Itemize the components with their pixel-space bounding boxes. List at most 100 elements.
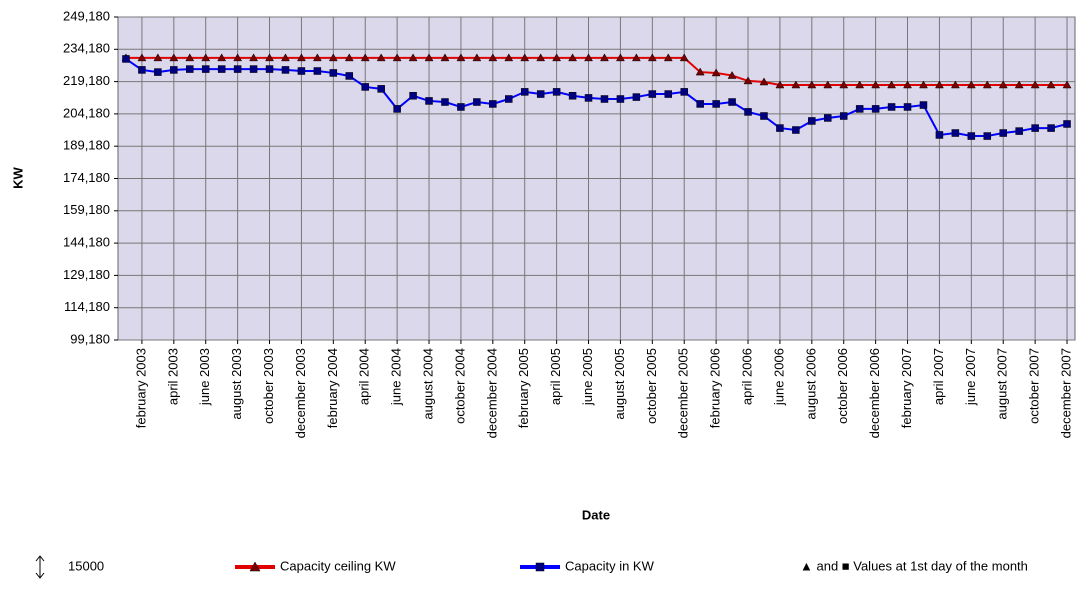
marker	[409, 92, 417, 100]
x-tick-label: april 2003	[165, 348, 180, 405]
marker	[138, 66, 146, 74]
marker	[153, 53, 163, 62]
marker	[648, 90, 657, 98]
y-tick-label: 99,180	[70, 331, 110, 346]
marker	[520, 88, 529, 96]
marker	[170, 66, 178, 74]
marker	[408, 53, 418, 62]
legend-marker	[535, 562, 545, 572]
marker	[695, 67, 705, 76]
marker	[712, 100, 720, 108]
marker	[520, 53, 530, 62]
marker	[632, 93, 641, 101]
x-tick-label: february 2003	[133, 348, 148, 428]
marker	[1014, 80, 1024, 89]
y-tick-label: 204,180	[63, 105, 110, 120]
marker	[312, 53, 322, 62]
y-tick-label: 219,180	[63, 73, 110, 88]
marker	[824, 114, 832, 122]
marker	[552, 53, 562, 62]
marker	[122, 55, 130, 63]
marker	[265, 53, 274, 62]
x-tick-label: october 2004	[452, 348, 467, 424]
x-tick-label: october 2007	[1027, 348, 1042, 424]
marker	[711, 68, 721, 77]
marker	[950, 80, 960, 89]
marker	[1063, 120, 1071, 128]
marker	[137, 53, 147, 62]
marker	[281, 53, 290, 62]
marker	[887, 103, 896, 111]
marker	[1015, 127, 1023, 135]
marker	[233, 53, 243, 62]
marker	[983, 132, 992, 140]
marker	[169, 53, 179, 62]
marker	[440, 53, 450, 62]
marker	[377, 85, 385, 93]
x-tick-label: february 2005	[516, 348, 531, 428]
marker	[982, 80, 992, 89]
marker	[839, 80, 849, 89]
marker	[934, 80, 944, 89]
marker	[328, 53, 338, 62]
x-tick-label: december 2003	[293, 348, 308, 438]
marker	[552, 88, 561, 96]
marker	[1062, 80, 1072, 89]
marker	[568, 92, 577, 100]
marker	[505, 95, 513, 103]
marker	[217, 53, 227, 62]
marker	[489, 100, 497, 108]
y-tick-label: 114,180	[64, 299, 110, 314]
y-tick-label: 234,180	[63, 41, 110, 56]
scale-icon	[35, 555, 45, 579]
marker	[1047, 124, 1055, 132]
marker	[1030, 80, 1040, 89]
legend-scale-note: 15000	[68, 558, 104, 573]
marker	[600, 53, 609, 62]
legend-marker	[249, 561, 261, 572]
marker	[680, 88, 688, 96]
y-tick-label: 129,180	[63, 267, 110, 282]
marker	[775, 80, 785, 89]
marker	[791, 80, 801, 89]
marker	[504, 53, 514, 62]
x-tick-label: june 2006	[771, 348, 786, 406]
marker	[999, 129, 1007, 137]
marker	[855, 105, 864, 113]
marker	[998, 80, 1008, 89]
x-tick-label: june 2003	[197, 348, 212, 406]
x-tick-label: december 2007	[1058, 348, 1073, 438]
x-tick-label: october 2005	[644, 348, 659, 424]
x-tick-label: december 2004	[484, 348, 499, 438]
x-tick-label: february 2007	[899, 348, 914, 428]
marker	[966, 80, 976, 89]
marker	[744, 108, 752, 116]
marker	[839, 112, 848, 120]
marker	[297, 67, 306, 75]
marker	[584, 53, 593, 62]
x-tick-label: october 2006	[835, 348, 850, 424]
marker	[807, 80, 817, 89]
marker	[201, 53, 211, 62]
marker	[392, 53, 402, 62]
x-tick-label: june 2004	[389, 348, 404, 406]
marker	[600, 95, 609, 103]
marker	[425, 97, 433, 105]
marker	[759, 77, 769, 86]
x-tick-label: august 2003	[229, 348, 244, 420]
marker	[935, 131, 944, 139]
marker	[536, 90, 545, 98]
marker	[265, 65, 274, 73]
marker	[281, 66, 290, 74]
marker	[488, 53, 498, 62]
x-tick-label: october 2003	[261, 348, 276, 424]
marker	[743, 76, 753, 85]
marker	[663, 53, 673, 62]
legend-label: Capacity in KW	[565, 558, 655, 573]
marker	[249, 65, 258, 73]
marker	[186, 65, 194, 73]
marker	[329, 69, 338, 77]
marker	[536, 53, 546, 62]
marker	[919, 101, 928, 109]
marker	[919, 80, 928, 89]
